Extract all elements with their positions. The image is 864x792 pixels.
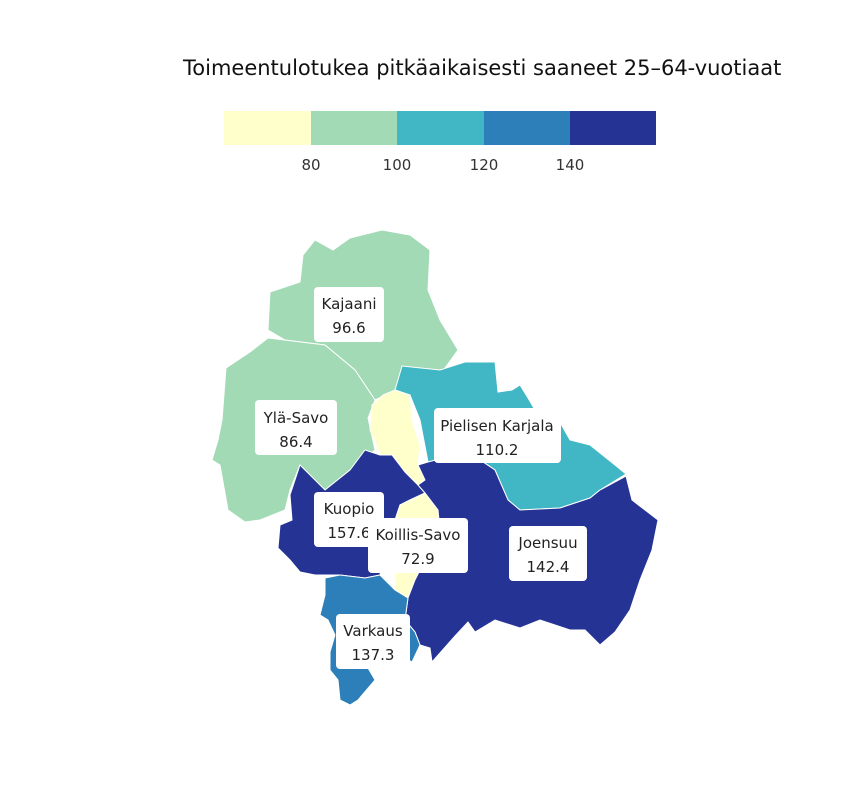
legend-tick-140: 140 [556,156,585,174]
label-pielisen-karjala-value: 110.2 [476,441,519,459]
label-yla-savo: Ylä-Savo 86.4 [255,400,337,455]
legend-swatch-3 [397,111,484,145]
label-kuopio: Kuopio 157.6 [314,492,384,547]
label-yla-savo-name: Ylä-Savo [263,409,329,427]
legend-swatch-4 [484,111,570,145]
label-koillis-savo-name: Koillis-Savo [376,526,461,544]
region-labels: Kajaani 96.6 Ylä-Savo 86.4 Pielisen Karj… [255,287,587,669]
label-varkaus: Varkaus 137.3 [336,614,410,669]
regions [211,229,659,706]
label-yla-savo-value: 86.4 [279,433,312,451]
legend: 80 100 120 140 [224,111,656,174]
label-kajaani: Kajaani 96.6 [314,287,384,342]
label-joensuu-name: Joensuu [517,534,577,552]
label-kajaani-name: Kajaani [322,295,377,313]
legend-tick-80: 80 [301,156,320,174]
label-kuopio-value: 157.6 [328,524,371,542]
label-varkaus-name: Varkaus [343,622,403,640]
label-koillis-savo: Koillis-Savo 72.9 [368,518,468,573]
label-kajaani-value: 96.6 [332,319,365,337]
legend-swatch-1 [224,111,311,145]
label-pielisen-karjala-name: Pielisen Karjala [440,417,553,435]
label-varkaus-value: 137.3 [352,646,395,664]
legend-tick-100: 100 [383,156,412,174]
legend-swatch-2 [311,111,397,145]
legend-tick-120: 120 [470,156,499,174]
label-pielisen-karjala: Pielisen Karjala 110.2 [434,408,561,463]
label-joensuu-value: 142.4 [527,558,570,576]
label-koillis-savo-value: 72.9 [401,550,434,568]
label-kuopio-name: Kuopio [324,500,375,518]
map-title: Toimeentulotukea pitkäaikaisesti saaneet… [183,56,782,80]
label-joensuu: Joensuu 142.4 [509,526,587,581]
legend-swatch-5 [570,111,656,145]
